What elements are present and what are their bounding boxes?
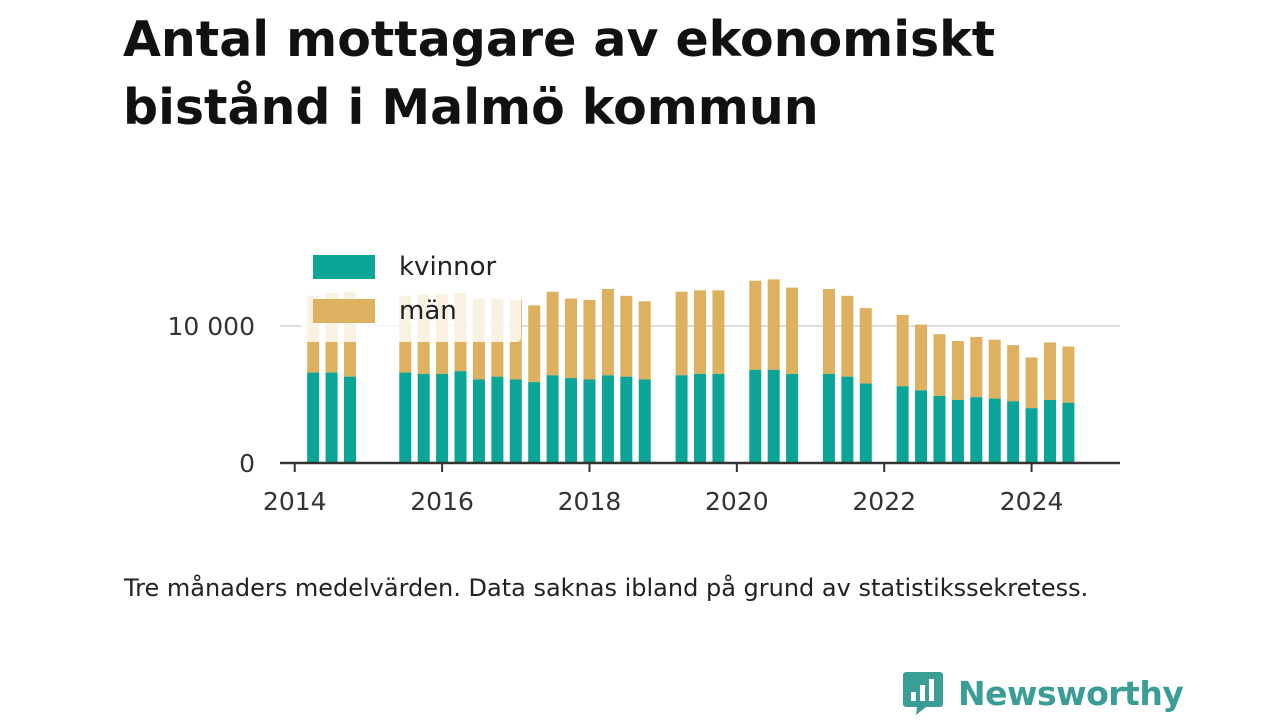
bar-kvinnor (767, 369, 780, 463)
brand[interactable]: Newsworthy (902, 668, 1184, 718)
legend-item-kvinnor: kvinnor (313, 252, 496, 282)
bar-man (675, 291, 688, 376)
bar-kvinnor (749, 369, 762, 463)
bar-kvinnor (454, 371, 467, 463)
legend-item-man: män (313, 296, 457, 326)
bar-kvinnor (822, 373, 835, 463)
bar-kvinnor (988, 398, 1001, 463)
bar-man (767, 279, 780, 370)
newsworthy-logo-icon (903, 672, 943, 715)
axes: 0 10 000 2014 2016 2018 2020 2022 2024 (168, 312, 1120, 516)
bar-man (841, 295, 854, 377)
x-tick-label: 2022 (852, 487, 916, 516)
bar-kvinnor (694, 373, 706, 463)
bar-man (896, 315, 909, 387)
bar-man (951, 341, 964, 400)
bar-kvinnor (344, 376, 356, 463)
bar-kvinnor (546, 375, 559, 463)
bar-kvinnor (1025, 408, 1038, 463)
bar-man (1062, 346, 1075, 403)
bar-man (546, 291, 559, 376)
stacked-bar-chart: 0 10 000 2014 2016 2018 2020 2022 2024 (168, 279, 1120, 516)
bar-man (786, 287, 799, 374)
bar-man (970, 336, 983, 398)
bar-kvinnor (786, 373, 799, 463)
bar-kvinnor (896, 386, 909, 463)
chart-title: Antal mottagare av ekonomiskt bistånd i … (123, 11, 996, 136)
bar-man (1044, 342, 1056, 400)
bar-kvinnor (417, 373, 430, 463)
bar-kvinnor (399, 372, 412, 463)
bar-man (988, 339, 1001, 399)
bar-man (915, 324, 928, 391)
bar-kvinnor (491, 376, 504, 463)
legend: kvinnor män (301, 244, 521, 342)
bar-man (712, 290, 725, 374)
bar-kvinnor (307, 372, 320, 463)
bar-man (583, 299, 596, 380)
bar-kvinnor (638, 379, 651, 463)
bar-man (601, 288, 614, 376)
bar-kvinnor (436, 373, 449, 463)
bar-man (822, 288, 835, 374)
legend-label-kvinnor: kvinnor (399, 252, 497, 282)
bar-man (528, 305, 541, 383)
bar-kvinnor (620, 376, 633, 463)
bar-man (749, 280, 762, 370)
bar-kvinnor (325, 372, 338, 463)
bar-kvinnor (933, 395, 946, 463)
bar-kvinnor (1062, 402, 1075, 463)
bar-kvinnor (509, 379, 522, 463)
bar-kvinnor (528, 382, 541, 463)
bar-kvinnor (915, 390, 928, 463)
legend-label-man: män (399, 296, 457, 326)
bar-man (565, 298, 578, 379)
bar-kvinnor (601, 375, 614, 463)
bar-kvinnor (565, 378, 578, 463)
x-tick-label: 2016 (410, 487, 474, 516)
y-tick-label: 10 000 (168, 312, 255, 341)
bar-kvinnor (583, 379, 596, 463)
x-tick-label: 2020 (705, 487, 769, 516)
bar-kvinnor (1007, 401, 1020, 463)
bar-man (859, 308, 872, 384)
bar-man (638, 301, 651, 380)
bar-kvinnor (951, 399, 964, 463)
bar-kvinnor (970, 397, 983, 463)
x-tick-label: 2018 (558, 487, 622, 516)
bar-kvinnor (841, 376, 854, 463)
brand-name: Newsworthy (958, 673, 1184, 713)
bar-kvinnor (1044, 399, 1056, 463)
bar-kvinnor (472, 379, 485, 463)
bar-man (620, 295, 633, 377)
bar-man (933, 334, 946, 396)
x-tick-label: 2024 (1000, 487, 1064, 516)
bar-kvinnor (859, 383, 872, 463)
bar-man (1025, 357, 1038, 409)
x-tick-label: 2014 (263, 487, 327, 516)
bar-kvinnor (675, 375, 688, 463)
bars (307, 279, 1075, 463)
chart-note: Tre månaders medelvärden. Data saknas ib… (124, 574, 1089, 602)
bar-kvinnor (712, 373, 725, 463)
y-tick-label: 0 (239, 449, 255, 478)
bar-man (694, 290, 706, 374)
legend-swatch-kvinnor (313, 255, 375, 279)
bar-man (1007, 345, 1020, 402)
legend-swatch-man (313, 299, 375, 323)
